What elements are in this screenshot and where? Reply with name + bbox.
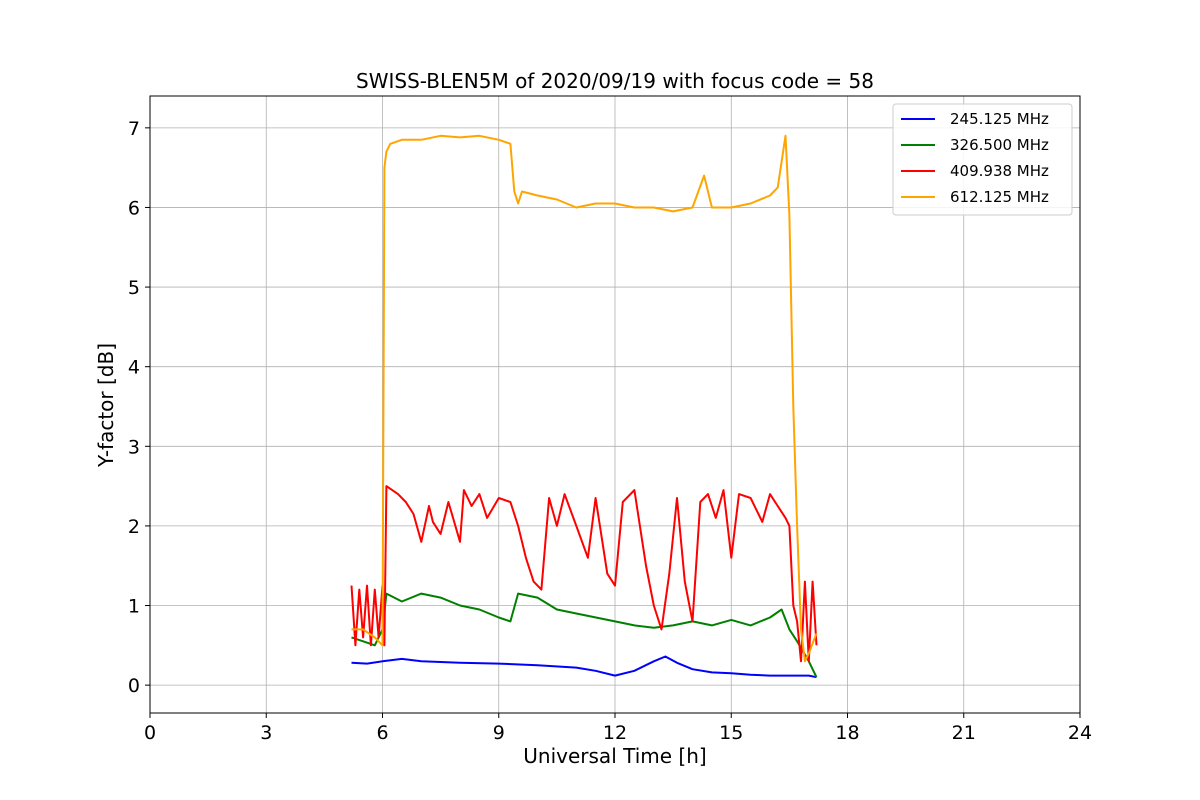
y-axis-label: Y-factor [dB] — [94, 343, 118, 468]
legend: 245.125 MHz 326.500 MHz 409.938 MHz 612.125… — [892, 103, 1073, 216]
x-tick-label: 0 — [144, 722, 156, 744]
y-tick-label: 7 — [128, 118, 140, 140]
y-tick-label: 3 — [128, 436, 140, 458]
series-lines — [350, 134, 818, 679]
x-tick-label: 21 — [952, 722, 976, 744]
x-tick-label: 12 — [603, 722, 627, 744]
y-tick-label: 1 — [128, 596, 140, 618]
y-tick-label: 4 — [128, 357, 140, 379]
y-tick-label: 6 — [128, 197, 140, 219]
y-tick-label: 5 — [128, 277, 140, 299]
x-tick-label: 9 — [493, 722, 505, 744]
series-line-4 — [351, 134, 818, 663]
legend-label-4: 612.125 MHz — [950, 188, 1049, 206]
legend-label-1: 245.125 MHz — [950, 110, 1049, 128]
series-line-3 — [350, 485, 818, 663]
y-tick-label: 2 — [128, 516, 140, 538]
y-tick-label: 0 — [128, 675, 140, 697]
x-tick-label: 6 — [376, 722, 388, 744]
legend-box — [892, 103, 1073, 216]
series-line-1 — [351, 655, 817, 679]
x-tick-label: 3 — [260, 722, 272, 744]
x-tick-label: 24 — [1068, 722, 1092, 744]
chart-title: SWISS-BLEN5M of 2020/09/19 with focus co… — [356, 69, 874, 93]
x-axis-label: Universal Time [h] — [523, 744, 706, 768]
x-tick-label: 15 — [719, 722, 743, 744]
series-line-2 — [351, 592, 818, 678]
legend-label-2: 326.500 MHz — [950, 136, 1049, 154]
x-tick-label: 18 — [835, 722, 859, 744]
legend-label-3: 409.938 MHz — [950, 162, 1049, 180]
